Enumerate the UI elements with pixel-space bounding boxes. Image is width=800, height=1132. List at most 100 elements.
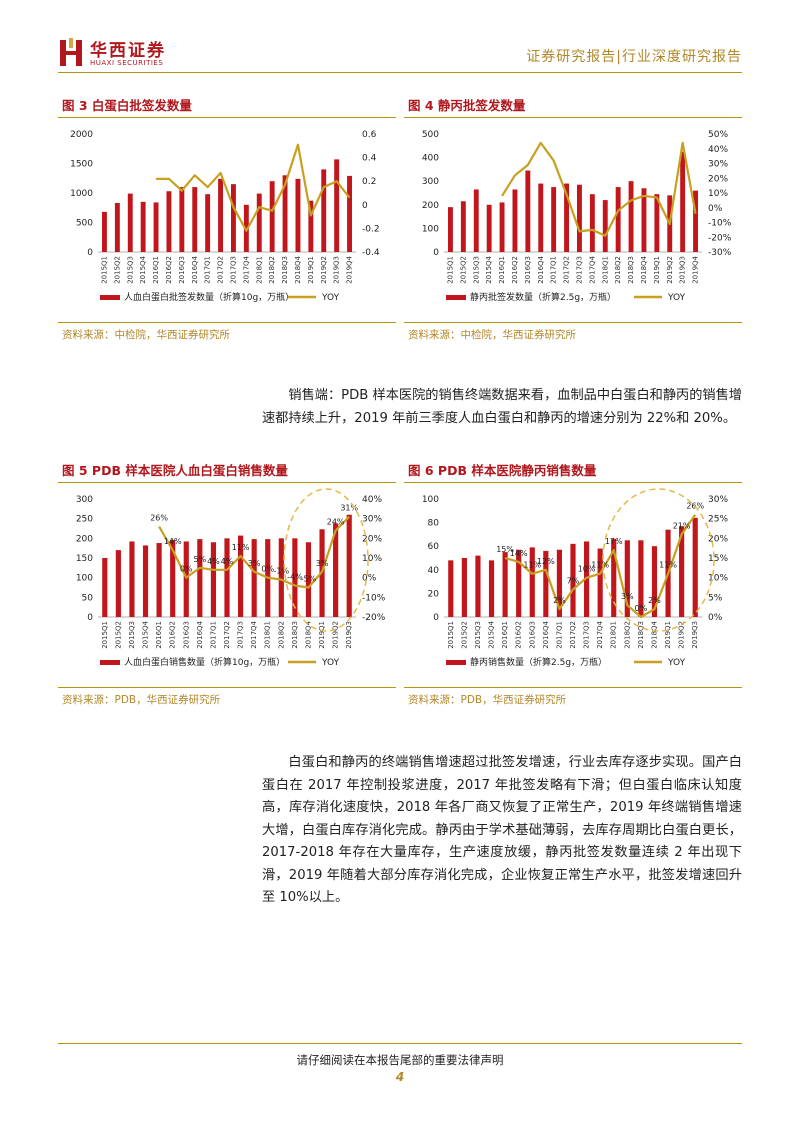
y-right-tick-label: -20% [708, 233, 732, 243]
x-tick-label: 2017Q2 [223, 621, 231, 649]
bar [205, 194, 211, 252]
yoy-data-label: 0% [180, 565, 193, 574]
bar [538, 183, 544, 252]
y-left-tick-label: 100 [76, 574, 93, 584]
x-tick-label: 2019Q2 [666, 256, 674, 284]
logo-text-cn: 华西证券 [90, 41, 166, 61]
x-tick-label: 2016Q4 [537, 255, 545, 283]
x-tick-label: 2017Q4 [596, 620, 604, 648]
bar [115, 550, 121, 617]
y-right-tick-label: 0.4 [362, 154, 377, 164]
bar [305, 542, 312, 617]
y-right-tick-label: 10% [708, 189, 728, 199]
y-right-tick-label: 40% [708, 145, 728, 155]
y-right-tick-label: 40% [362, 495, 382, 505]
y-right-tick-label: 30% [708, 160, 728, 170]
x-tick-label: 2019Q4 [346, 255, 354, 283]
yoy-data-label: 4% [207, 557, 220, 566]
bar [680, 151, 686, 252]
bar [551, 187, 557, 252]
y-left-tick-label: 500 [76, 219, 93, 229]
y-left-tick-label: 2000 [70, 130, 93, 140]
bar [589, 194, 595, 252]
x-tick-label: 2017Q3 [583, 621, 591, 649]
bar [615, 187, 621, 252]
x-tick-label: 2018Q2 [268, 256, 276, 284]
bar [114, 203, 120, 252]
yoy-data-label: 0% [261, 565, 274, 574]
highlight-circle [283, 488, 369, 632]
bar [583, 541, 590, 617]
bar [230, 184, 236, 252]
bar [499, 202, 505, 252]
bar [129, 541, 135, 617]
legend-line-label: YOY [321, 658, 340, 668]
x-tick-label: 2016Q4 [542, 620, 550, 648]
x-tick-label: 2018Q4 [294, 255, 302, 283]
x-tick-label: 2017Q2 [563, 256, 571, 284]
x-tick-label: 2018Q3 [291, 621, 299, 649]
x-tick-label: 2017Q4 [588, 255, 596, 283]
x-tick-label: 2016Q2 [169, 621, 177, 649]
bar [473, 189, 479, 252]
bar [651, 546, 658, 617]
x-tick-label: 2016Q2 [515, 621, 523, 649]
y-right-tick-label: 15% [708, 554, 728, 564]
y-right-tick-label: 10% [708, 574, 728, 584]
figure-5-title: 图 5 PDB 样本医院人血白蛋白销售数量 [62, 463, 288, 478]
x-tick-label: 2019Q3 [691, 621, 699, 649]
bar [140, 201, 146, 252]
y-right-tick-label: -30% [708, 248, 732, 258]
y-left-tick-label: 40 [428, 566, 440, 576]
x-tick-label: 2015Q3 [472, 256, 480, 284]
y-left-tick-label: 1500 [70, 160, 93, 170]
bar [153, 202, 159, 252]
yoy-line [501, 141, 697, 237]
yoy-data-label: 11% [659, 561, 677, 570]
x-tick-label: 2017Q3 [229, 256, 237, 284]
figure-5-bottom-rule [58, 687, 396, 688]
bar [101, 211, 107, 252]
legend-bar-label: 人血白蛋白批签发数量（折算10g，万瓶） [124, 291, 294, 303]
footer-divider [58, 1043, 742, 1044]
bar [321, 169, 327, 252]
bar [292, 538, 298, 617]
y-right-tick-label: 30% [708, 495, 728, 505]
yoy-data-label: 4% [221, 557, 234, 566]
x-tick-label: 2016Q3 [528, 621, 536, 649]
x-tick-label: 2016Q4 [196, 620, 204, 648]
y-left-tick-label: 250 [76, 515, 93, 525]
y-right-tick-label: 0 [362, 201, 368, 211]
figure-6-top-rule [404, 482, 742, 483]
bar [564, 183, 570, 252]
x-tick-label: 2015Q4 [485, 255, 493, 283]
bar [218, 178, 224, 252]
yoy-data-label: 11% [523, 561, 541, 570]
x-tick-label: 2017Q3 [237, 621, 245, 649]
yoy-data-label: 2% [553, 596, 566, 605]
figure-6-title: 图 6 PDB 样本医院静丙销售数量 [408, 463, 597, 478]
legend-bar-label: 静丙销售数量（折算2.5g，万瓶） [470, 656, 607, 668]
bar [448, 560, 454, 617]
x-tick-label: 2016Q4 [191, 255, 199, 283]
bar [183, 541, 189, 617]
x-tick-label: 2019Q3 [345, 621, 353, 649]
bar [556, 549, 563, 617]
x-tick-label: 2017Q2 [217, 256, 225, 284]
x-tick-label: 2019Q4 [692, 255, 700, 283]
x-tick-label: 2016Q3 [182, 621, 190, 649]
x-tick-label: 2017Q2 [569, 621, 577, 649]
x-tick-label: 2015Q4 [488, 620, 496, 648]
bar [295, 178, 301, 252]
y-left-tick-label: 500 [422, 130, 439, 140]
bar [346, 514, 352, 617]
bar [269, 181, 275, 252]
figure-4-top-rule [404, 117, 742, 118]
bar [529, 547, 535, 617]
figure-6-bottom-rule [404, 687, 742, 688]
y-right-tick-label: 30% [362, 515, 382, 525]
x-tick-label: 2018Q4 [650, 620, 658, 648]
bar [486, 204, 492, 252]
y-right-tick-label: 0.2 [362, 177, 376, 187]
bar [570, 543, 576, 617]
